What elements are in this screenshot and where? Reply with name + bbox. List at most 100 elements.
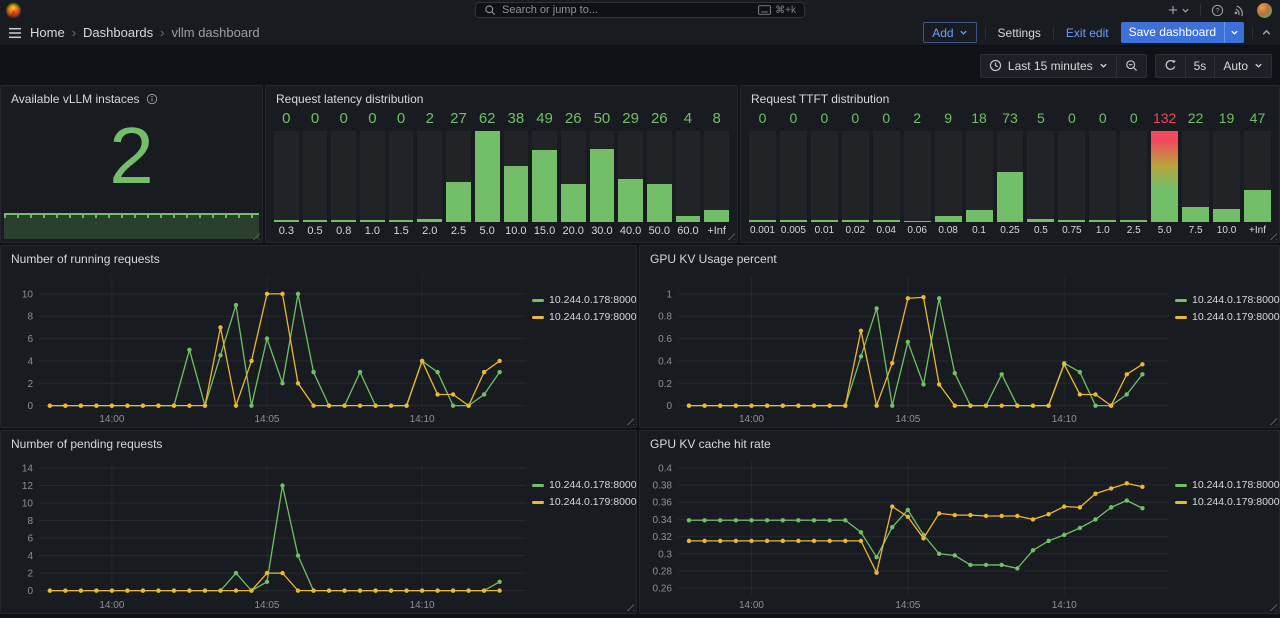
pending-requests-chart[interactable]: 0 2 4 6 8 10 12 14 14:00 14:05 14:10 <box>5 453 532 611</box>
resize-handle[interactable] <box>1269 417 1277 425</box>
svg-text:0.2: 0.2 <box>658 379 672 390</box>
panel-title[interactable]: Available vLLM instaces <box>1 86 262 106</box>
bar-column[interactable]: 9 0.08 <box>934 110 962 238</box>
auto-refresh-picker[interactable]: Auto <box>1214 54 1271 77</box>
bar-column[interactable]: 0 1.0 <box>360 110 385 238</box>
legend-item[interactable]: 10.244.0.178:8000 <box>532 294 637 306</box>
settings-button[interactable]: Settings <box>997 25 1041 40</box>
bar-fill <box>474 131 500 222</box>
panel-title[interactable]: GPU KV cache hit rate <box>650 437 771 451</box>
bar-column[interactable]: 29 40.0 <box>618 110 643 238</box>
bar-column[interactable]: 26 50.0 <box>646 110 672 238</box>
menu-toggle-button[interactable] <box>8 27 22 39</box>
bar-column[interactable]: 26 20.0 <box>560 110 586 238</box>
news-button[interactable] <box>1234 4 1247 17</box>
refresh-interval-label[interactable]: 5s <box>1184 54 1215 77</box>
bar-track <box>779 131 807 222</box>
bar-column[interactable]: 0 0.8 <box>331 110 357 238</box>
legend-item[interactable]: 10.244.0.178:8000 <box>1175 479 1280 491</box>
bar-column[interactable]: 0 0.001 <box>749 110 776 238</box>
new-menu-button[interactable] <box>1167 4 1190 16</box>
help-button[interactable]: ? <box>1211 4 1224 17</box>
grafana-logo[interactable] <box>6 2 21 18</box>
resize-handle[interactable] <box>1269 232 1277 240</box>
bar-value: 47 <box>1249 110 1266 126</box>
legend-item[interactable]: 10.244.0.178:8000 <box>1175 294 1280 306</box>
bar-fill <box>779 220 807 222</box>
cache-hit-rate-chart[interactable]: 0.26 0.28 0.3 0.32 0.34 0.36 0.38 0.4 14:00 14:05… <box>644 453 1175 611</box>
bar-column[interactable]: 47 +Inf <box>1244 110 1271 238</box>
bar-column[interactable]: 19 10.0 <box>1213 110 1240 238</box>
bar-column[interactable]: 73 0.25 <box>996 110 1024 238</box>
chart-canvas[interactable]: 0 0.2 0.4 0.6 0.8 1 14:00 14:05 14:10 <box>644 268 1175 425</box>
legend-item[interactable]: 10.244.0.179:8000 <box>532 496 637 508</box>
bar-column[interactable]: 62 5.0 <box>474 110 500 238</box>
zoom-out-button[interactable] <box>1115 54 1146 77</box>
bar-fill <box>1244 189 1271 222</box>
bar-column[interactable]: 0 0.04 <box>872 110 900 238</box>
bar-column[interactable]: 0 0.3 <box>274 110 299 238</box>
panel-title[interactable]: GPU KV Usage percent <box>650 252 777 266</box>
chart-canvas[interactable]: 0 2 4 6 8 10 14:00 14:05 14:10 <box>5 268 532 425</box>
running-requests-chart[interactable]: 0 2 4 6 8 10 14:00 14:05 14:10 <box>5 268 532 425</box>
chart-canvas[interactable]: 0 2 4 6 8 10 12 14 14:00 14:05 14:10 <box>5 453 532 611</box>
panel-title[interactable]: Number of running requests <box>11 252 160 266</box>
bar-category-label: +Inf <box>1248 225 1266 236</box>
bar-column[interactable]: 0 0.005 <box>779 110 807 238</box>
collapse-header-button[interactable] <box>1261 27 1272 38</box>
user-avatar-button[interactable] <box>1257 2 1272 18</box>
bar-category-label: 1.0 <box>1095 225 1110 236</box>
svg-text:4: 4 <box>27 356 33 367</box>
panel-title[interactable]: Request latency distribution <box>276 92 424 106</box>
bar-column[interactable]: 22 7.5 <box>1182 110 1210 238</box>
search-input[interactable]: Search or jump to... ⌘+k <box>475 2 805 18</box>
bar-category-label: 0.8 <box>336 225 352 237</box>
bar-column[interactable]: 0 0.75 <box>1058 110 1086 238</box>
time-range-picker[interactable]: Last 15 minutes <box>981 55 1116 77</box>
resize-handle[interactable] <box>626 603 634 611</box>
exit-edit-button[interactable]: Exit edit <box>1065 25 1109 40</box>
legend-item[interactable]: 10.244.0.179:8000 <box>1175 311 1280 323</box>
bar-column[interactable]: 27 2.5 <box>446 110 471 238</box>
bar-column[interactable]: 2 0.06 <box>903 110 931 238</box>
legend-item[interactable]: 10.244.0.179:8000 <box>1175 496 1280 508</box>
legend-swatch <box>1175 483 1187 487</box>
add-button[interactable]: Add <box>923 22 977 43</box>
bar-value: 0 <box>1067 110 1076 126</box>
bar-column[interactable]: 2 2.0 <box>417 110 443 238</box>
resize-handle[interactable] <box>252 232 260 240</box>
panel-title[interactable]: Request TTFT distribution <box>751 92 890 106</box>
legend-item[interactable]: 10.244.0.178:8000 <box>532 479 637 491</box>
chart-canvas[interactable]: 0.26 0.28 0.3 0.32 0.34 0.36 0.38 0.4 14:00 14:05… <box>644 453 1175 611</box>
bar-fill <box>274 220 299 222</box>
svg-text:14:05: 14:05 <box>254 600 279 611</box>
bar-column[interactable]: 50 30.0 <box>589 110 615 238</box>
bar-column[interactable]: 0 0.02 <box>841 110 869 238</box>
save-options-toggle[interactable] <box>1224 22 1244 43</box>
kv-usage-chart[interactable]: 0 0.2 0.4 0.6 0.8 1 14:00 14:05 14:10 <box>644 268 1175 425</box>
info-icon[interactable] <box>146 93 158 105</box>
bar-column[interactable]: 132 5.0 <box>1151 110 1179 238</box>
resize-handle[interactable] <box>727 232 735 240</box>
panel-kv-usage: GPU KV Usage percent 0 0.2 0.4 0.6 0.8 1 14:00… <box>639 245 1280 428</box>
resize-handle[interactable] <box>626 417 634 425</box>
breadcrumb-dashboards[interactable]: Dashboards <box>83 25 154 40</box>
bar-column[interactable]: 4 60.0 <box>675 110 701 238</box>
resize-handle[interactable] <box>1269 603 1277 611</box>
legend-label: 10.244.0.179:8000 <box>549 311 637 323</box>
bar-column[interactable]: 49 15.0 <box>532 110 557 238</box>
bar-column[interactable]: 38 10.0 <box>503 110 529 238</box>
bar-column[interactable]: 0 1.0 <box>1089 110 1117 238</box>
bar-column[interactable]: 0 1.5 <box>388 110 414 238</box>
bar-column[interactable]: 8 +Inf <box>704 110 729 238</box>
bar-column[interactable]: 18 0.1 <box>965 110 993 238</box>
bar-column[interactable]: 0 0.5 <box>302 110 328 238</box>
refresh-button[interactable] <box>1156 55 1185 77</box>
legend-item[interactable]: 10.244.0.179:8000 <box>532 311 637 323</box>
breadcrumb-home[interactable]: Home <box>30 25 65 40</box>
bar-column[interactable]: 0 2.5 <box>1120 110 1148 238</box>
bar-column[interactable]: 0 0.01 <box>810 110 838 238</box>
panel-title[interactable]: Number of pending requests <box>11 437 163 451</box>
bar-column[interactable]: 5 0.5 <box>1027 110 1055 238</box>
save-dashboard-button[interactable]: Save dashboard <box>1120 22 1244 43</box>
